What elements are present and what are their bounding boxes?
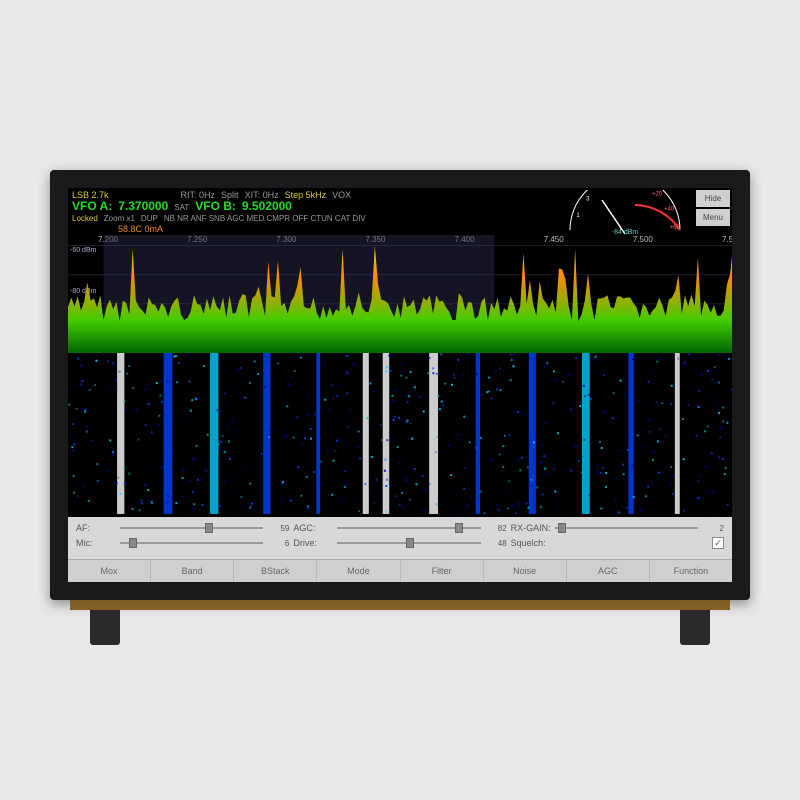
vfo-b-freq[interactable]: 9.502000 bbox=[242, 201, 292, 212]
hide-button[interactable]: Hide bbox=[696, 190, 730, 207]
slider[interactable] bbox=[555, 523, 698, 533]
control-agc: AGC: 82 bbox=[293, 523, 506, 533]
svg-text:+40: +40 bbox=[664, 207, 675, 213]
sat: SAT bbox=[174, 202, 189, 213]
bstack-button[interactable]: BStack bbox=[234, 560, 317, 582]
control-value: 2 bbox=[702, 524, 724, 533]
mox-button[interactable]: Mox bbox=[68, 560, 151, 582]
control-label: AGC: bbox=[293, 523, 333, 533]
slider[interactable] bbox=[120, 523, 263, 533]
slider[interactable] bbox=[337, 523, 480, 533]
squelch-checkbox[interactable]: ✓ bbox=[712, 537, 724, 549]
mode-button[interactable]: Mode bbox=[317, 560, 400, 582]
screen: LSB 2.7k RIT: 0Hz Split XIT: 0Hz Step 5k… bbox=[68, 188, 732, 582]
control-rx-gain: RX-GAIN: 2 bbox=[511, 523, 724, 533]
control-squelch: Squelch: ✓ bbox=[511, 537, 724, 549]
control-af: AF: 59 bbox=[76, 523, 289, 533]
spectrum-display[interactable] bbox=[68, 235, 732, 353]
control-label: Squelch: bbox=[511, 538, 551, 548]
control-mic: Mic: 6 bbox=[76, 537, 289, 549]
control-drive: Drive: 48 bbox=[293, 537, 506, 549]
slider[interactable] bbox=[337, 538, 480, 548]
function-button[interactable]: Function bbox=[650, 560, 732, 582]
flags: NB NR ANF SNB AGC MED CMPR OFF CTUN CAT … bbox=[164, 213, 366, 224]
vfo-a-label: VFO A: bbox=[72, 201, 112, 212]
control-value: 59 bbox=[267, 524, 289, 533]
svg-text:1: 1 bbox=[576, 213, 580, 219]
control-value: 82 bbox=[485, 524, 507, 533]
svg-text:5: 5 bbox=[601, 190, 605, 191]
rf-area[interactable]: 7.2007.2507.3007.3507.4007.4507.5007.550… bbox=[68, 235, 732, 517]
control-panel: AF: 59 AGC: 82 RX-GAIN: 2 Mic: 6 Drive: 48 Squelc… bbox=[68, 517, 732, 559]
control-label: Mic: bbox=[76, 538, 116, 548]
s-meter: 13579+20+40+60 -84 dBm bbox=[560, 190, 690, 236]
svg-text:+60: +60 bbox=[670, 225, 681, 231]
vfo-a-freq[interactable]: 7.370000 bbox=[118, 201, 168, 212]
vox: VOX bbox=[332, 190, 351, 201]
band-button[interactable]: Band bbox=[151, 560, 234, 582]
control-value: 6 bbox=[267, 539, 289, 548]
menu-button[interactable]: Menu bbox=[696, 209, 730, 226]
filter-button[interactable]: Filter bbox=[401, 560, 484, 582]
temp-current: 58.8C 0mA bbox=[118, 224, 163, 235]
svg-text:3: 3 bbox=[586, 197, 590, 203]
agc-button[interactable]: AGC bbox=[567, 560, 650, 582]
control-value: 48 bbox=[485, 539, 507, 548]
waterfall-display[interactable] bbox=[68, 353, 732, 514]
control-label: RX-GAIN: bbox=[511, 523, 551, 533]
vfo-b-label: VFO B: bbox=[195, 201, 236, 212]
slider[interactable] bbox=[120, 538, 263, 548]
locked: Locked bbox=[72, 213, 98, 224]
zoom: Zoom x1 bbox=[104, 213, 135, 224]
header: LSB 2.7k RIT: 0Hz Split XIT: 0Hz Step 5k… bbox=[68, 188, 732, 235]
device-bezel: LSB 2.7k RIT: 0Hz Split XIT: 0Hz Step 5k… bbox=[50, 170, 750, 600]
top-buttons: Hide Menu bbox=[696, 190, 730, 226]
svg-text:+20: +20 bbox=[652, 192, 663, 198]
control-label: Drive: bbox=[293, 538, 333, 548]
dup: DUP bbox=[141, 213, 158, 224]
control-label: AF: bbox=[76, 523, 116, 533]
noise-button[interactable]: Noise bbox=[484, 560, 567, 582]
button-bar: MoxBandBStackModeFilterNoiseAGCFunction bbox=[68, 559, 732, 582]
